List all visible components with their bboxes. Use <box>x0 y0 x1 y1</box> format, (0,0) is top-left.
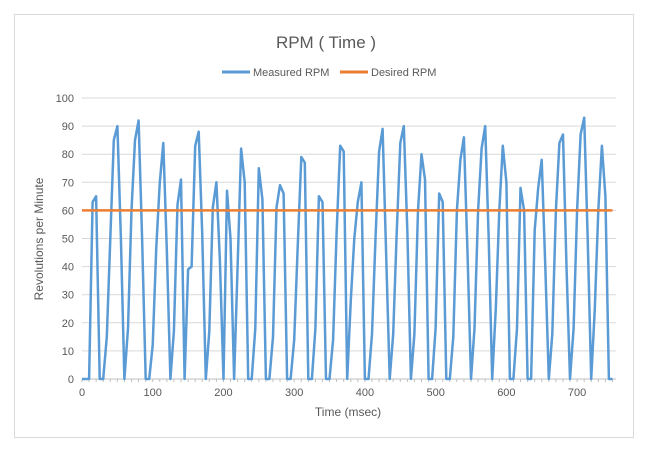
y-tick-label: 90 <box>62 121 74 133</box>
x-tick-label: 0 <box>79 387 85 399</box>
y-tick-label: 60 <box>62 205 74 217</box>
y-tick-label: 100 <box>56 93 74 105</box>
y-tick-label: 50 <box>62 234 74 246</box>
x-tick-label: 300 <box>285 387 303 399</box>
y-tick-label: 40 <box>62 262 74 274</box>
x-axis-label: Time (msec) <box>315 405 381 419</box>
x-tick-label: 700 <box>568 387 586 399</box>
chart-title: RPM ( Time ) <box>276 33 376 52</box>
y-tick-label: 10 <box>62 346 74 358</box>
y-tick-label: 20 <box>62 318 74 330</box>
x-tick-label: 500 <box>426 387 444 399</box>
x-tick-label: 200 <box>214 387 232 399</box>
measured-rpm-line <box>82 116 613 381</box>
legend: Measured RPM Desired RPM <box>222 67 436 79</box>
x-tick-label: 400 <box>356 387 374 399</box>
y-tick-label: 70 <box>62 177 74 189</box>
legend-label-desired: Desired RPM <box>371 67 436 79</box>
x-tick-label: 100 <box>144 387 162 399</box>
legend-label-measured: Measured RPM <box>253 67 329 79</box>
y-tick-label: 30 <box>62 290 74 302</box>
y-tick-label: 0 <box>68 374 74 386</box>
y-axis-label: Revolutions per Minute <box>32 177 46 300</box>
x-tick-label: 600 <box>497 387 515 399</box>
y-tick-label: 80 <box>62 149 74 161</box>
